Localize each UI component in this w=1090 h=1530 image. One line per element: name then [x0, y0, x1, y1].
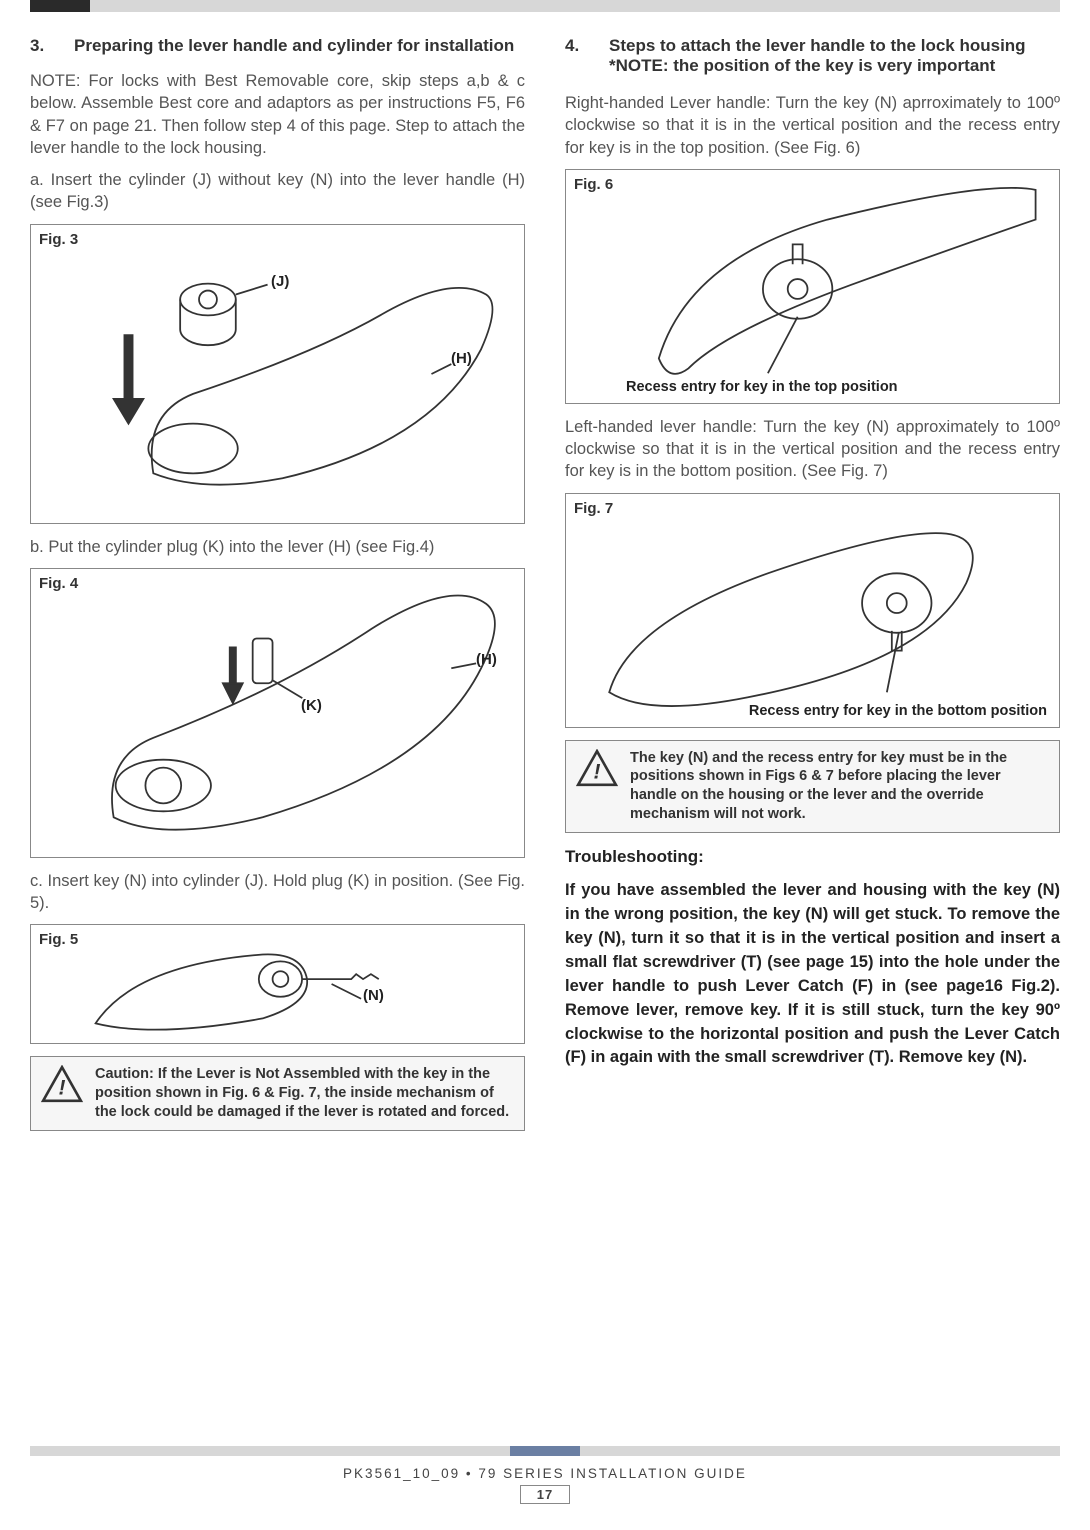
section-4-note: *NOTE: the position of the key is very i… — [609, 56, 1060, 76]
top-rule — [30, 0, 1060, 12]
footer-bar-left — [30, 1446, 510, 1456]
step-a-text: a. Insert the cylinder (J) without key (… — [30, 169, 525, 214]
fig7-caption: Recess entry for key in the bottom posit… — [749, 703, 1047, 719]
left-column: 3. Preparing the lever handle and cylind… — [30, 36, 525, 1143]
figure-7: Fig. 7 Recess entry for key in the botto… — [565, 493, 1060, 728]
caution-icon: ! — [41, 1065, 83, 1103]
figure-5-svg — [31, 925, 524, 1043]
fig4-callout-k: (K) — [301, 697, 322, 714]
fig6-caption: Recess entry for key in the top position — [626, 379, 898, 395]
section-4-heading: 4. Steps to attach the lever handle to t… — [565, 36, 1060, 76]
figure-4-svg — [31, 569, 524, 857]
page-footer: PK3561_10_09 • 79 SERIES INSTALLATION GU… — [30, 1446, 1060, 1504]
caution-icon-2: ! — [576, 749, 618, 787]
section-4-title-block: Steps to attach the lever handle to the … — [609, 36, 1060, 76]
figure-5: Fig. 5 (N) — [30, 924, 525, 1044]
figure-4: Fig. 4 (K) (H) — [30, 568, 525, 858]
section-4-title: Steps to attach the lever handle to the … — [609, 36, 1060, 56]
fig3-callout-j: (J) — [271, 273, 289, 290]
right-handed-para: Right-handed Lever handle: Turn the key … — [565, 92, 1060, 159]
note-best-removable: NOTE: For locks with Best Removable core… — [30, 70, 525, 159]
footer-text: PK3561_10_09 • 79 SERIES INSTALLATION GU… — [30, 1466, 1060, 1481]
section-4-number: 4. — [565, 36, 593, 76]
top-bar-seg-dark — [30, 0, 90, 12]
troubleshooting-para: If you have assembled the lever and hous… — [565, 879, 1060, 1070]
section-3-title: Preparing the lever handle and cylinder … — [74, 36, 525, 56]
figure-3-svg — [31, 225, 524, 523]
caution-box-1: ! Caution: If the Lever is Not Assembled… — [30, 1056, 525, 1131]
svg-text:!: ! — [59, 1077, 66, 1100]
right-column: 4. Steps to attach the lever handle to t… — [565, 36, 1060, 1143]
footer-bar-right — [580, 1446, 1060, 1456]
caution-1-text: Caution: If the Lever is Not Assembled w… — [95, 1065, 514, 1122]
caution-box-2: ! The key (N) and the recess entry for k… — [565, 740, 1060, 833]
top-bar-seg-light — [90, 0, 1060, 12]
footer-bar — [30, 1446, 1060, 1456]
figure-7-svg — [566, 494, 1059, 727]
svg-text:!: ! — [594, 760, 601, 783]
page-number: 17 — [520, 1485, 570, 1504]
figure-3-label: Fig. 3 — [39, 231, 78, 248]
fig3-callout-h: (H) — [451, 350, 472, 367]
left-handed-para: Left-handed lever handle: Turn the key (… — [565, 416, 1060, 483]
figure-6: Fig. 6 Recess entry for key in the top p… — [565, 169, 1060, 404]
fig5-callout-n: (N) — [363, 987, 384, 1004]
figure-6-label: Fig. 6 — [574, 176, 613, 193]
step-c-text: c. Insert key (N) into cylinder (J). Hol… — [30, 870, 525, 915]
section-3-number: 3. — [30, 36, 58, 56]
figure-3: Fig. 3 ( — [30, 224, 525, 524]
figure-5-label: Fig. 5 — [39, 931, 78, 948]
two-column-content: 3. Preparing the lever handle and cylind… — [30, 36, 1060, 1143]
footer-bar-accent — [510, 1446, 580, 1456]
section-3-heading: 3. Preparing the lever handle and cylind… — [30, 36, 525, 56]
figure-6-svg — [566, 170, 1059, 403]
caution-2-text: The key (N) and the recess entry for key… — [630, 749, 1049, 824]
figure-7-label: Fig. 7 — [574, 500, 613, 517]
troubleshooting-heading: Troubleshooting: — [565, 847, 1060, 867]
fig4-callout-h: (H) — [476, 651, 497, 668]
figure-4-label: Fig. 4 — [39, 575, 78, 592]
step-b-text: b. Put the cylinder plug (K) into the le… — [30, 536, 525, 558]
